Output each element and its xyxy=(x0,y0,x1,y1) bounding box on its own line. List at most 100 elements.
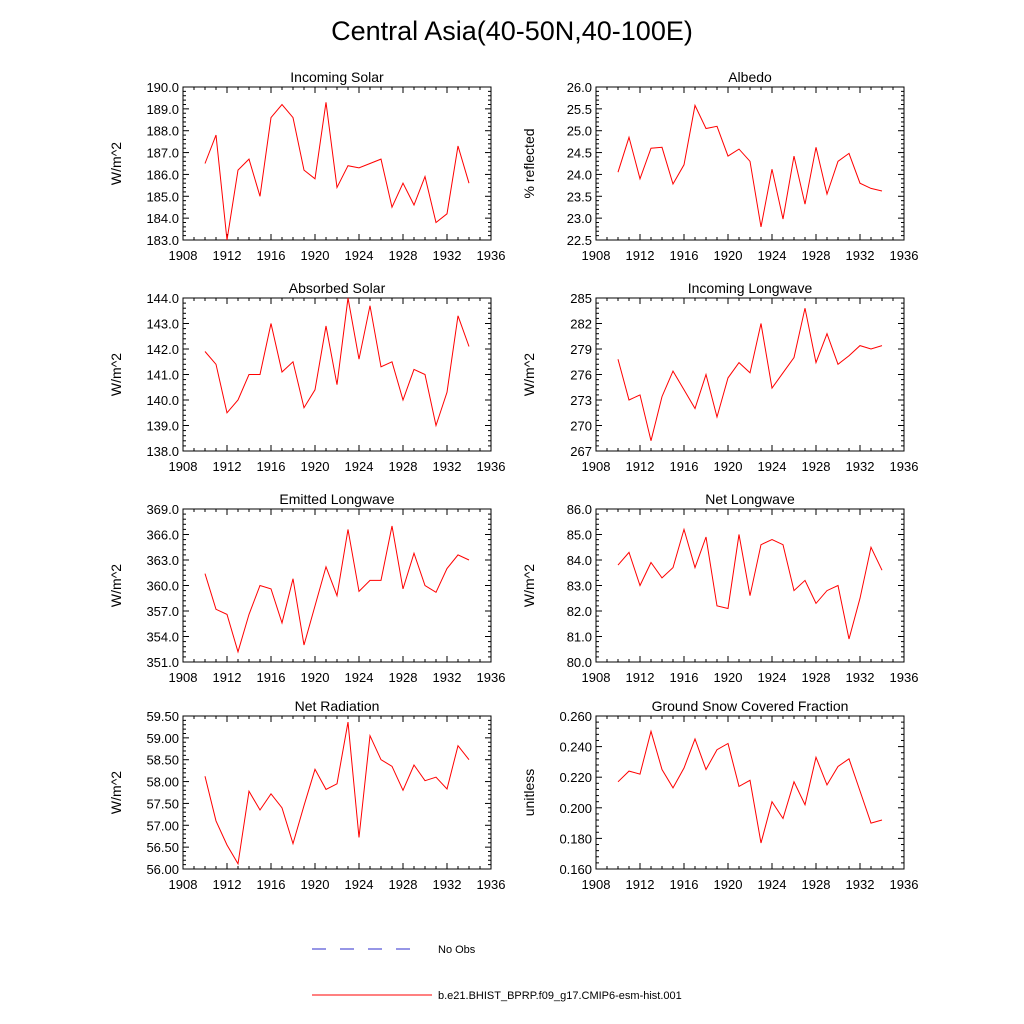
x-tick-label: 1932 xyxy=(846,670,875,685)
x-tick-label: 1916 xyxy=(670,459,699,474)
y-axis-label: W/m^2 xyxy=(108,771,124,814)
panel-ground-snow-covered-fraction: Ground Snow Covered Fraction unitless 1908… xyxy=(521,698,918,892)
x-tick-label: 1932 xyxy=(433,877,462,892)
y-tick-label: 185.0 xyxy=(146,189,179,204)
x-tick-label: 1924 xyxy=(758,877,787,892)
panel-title: Net Radiation xyxy=(295,698,380,714)
y-tick-label: 84.0 xyxy=(567,553,592,568)
panel-absorbed-solar: Absorbed Solar W/m^2 1908 1912 1916 1920 1924 1… xyxy=(108,280,505,474)
x-tick-label: 1908 xyxy=(169,877,198,892)
y-tick-label: 0.260 xyxy=(559,709,592,724)
y-tick-label: 141.0 xyxy=(146,368,179,383)
y-tick-label: 190.0 xyxy=(146,80,179,95)
panel-title: Incoming Longwave xyxy=(688,280,813,296)
series-line xyxy=(617,308,883,441)
y-axis-label: W/m^2 xyxy=(108,142,124,185)
x-tick-label: 1920 xyxy=(714,877,743,892)
x-tick-label: 1916 xyxy=(257,248,286,263)
panel-title: Ground Snow Covered Fraction xyxy=(652,698,849,714)
y-tick-label: 0.200 xyxy=(559,801,592,816)
x-tick-label: 1912 xyxy=(626,877,655,892)
x-tick-label: 1924 xyxy=(758,248,787,263)
x-tick-label: 1924 xyxy=(345,248,374,263)
y-tick-label: 138.0 xyxy=(146,444,179,459)
x-tick-label: 1932 xyxy=(846,459,875,474)
x-tick-label: 1916 xyxy=(670,877,699,892)
x-tick-label: 1924 xyxy=(345,877,374,892)
x-tick-label: 1920 xyxy=(301,459,330,474)
panel-net-longwave: Net Longwave W/m^2 1908 1912 1916 1920 1924 192… xyxy=(521,491,918,685)
y-tick-label: 80.0 xyxy=(567,655,592,670)
x-tick-label: 1908 xyxy=(169,248,198,263)
plot-frame xyxy=(595,508,905,663)
y-tick-label: 360.0 xyxy=(146,579,179,594)
x-tick-label: 1912 xyxy=(626,248,655,263)
x-tick-label: 1924 xyxy=(345,670,374,685)
x-tick-label: 1936 xyxy=(477,877,506,892)
panel-albedo: Albedo % reflected 1908 1912 1916 1920 1924 192… xyxy=(521,69,918,263)
x-tick-label: 1936 xyxy=(890,670,919,685)
x-tick-label: 1912 xyxy=(213,248,242,263)
series-line xyxy=(204,102,470,241)
x-tick-label: 1928 xyxy=(389,670,418,685)
y-tick-label: 270 xyxy=(570,419,592,434)
x-tick-label: 1928 xyxy=(389,877,418,892)
y-tick-label: 369.0 xyxy=(146,502,179,517)
y-tick-label: 86.0 xyxy=(567,502,592,517)
y-tick-label: 23.5 xyxy=(567,189,592,204)
y-tick-label: 188.0 xyxy=(146,124,179,139)
x-tick-label: 1928 xyxy=(802,248,831,263)
legend: No Obs b.e21.BHIST_BPRP.f09_g17.CMIP6-es… xyxy=(312,944,682,1002)
y-tick-label: 142.0 xyxy=(146,342,179,357)
panel-emitted-longwave: Emitted Longwave W/m^2 1908 1912 1916 1920 192… xyxy=(108,491,505,685)
y-tick-label: 357.0 xyxy=(146,604,179,619)
y-tick-label: 57.50 xyxy=(146,796,179,811)
y-tick-label: 56.00 xyxy=(146,862,179,877)
x-tick-label: 1932 xyxy=(433,459,462,474)
x-tick-label: 1908 xyxy=(582,459,611,474)
plot-frame xyxy=(595,715,905,870)
y-tick-label: 354.0 xyxy=(146,630,179,645)
x-tick-label: 1916 xyxy=(257,877,286,892)
x-tick-label: 1936 xyxy=(477,248,506,263)
panel-title: Absorbed Solar xyxy=(289,280,386,296)
x-tick-label: 1924 xyxy=(345,459,374,474)
x-tick-label: 1912 xyxy=(213,670,242,685)
y-tick-label: 57.00 xyxy=(146,818,179,833)
x-tick-label: 1932 xyxy=(433,248,462,263)
y-axis-label: W/m^2 xyxy=(521,564,537,607)
y-axis-label: % reflected xyxy=(521,128,537,198)
y-tick-label: 276 xyxy=(570,368,592,383)
x-tick-label: 1912 xyxy=(626,459,655,474)
y-tick-label: 279 xyxy=(570,342,592,357)
y-tick-label: 26.0 xyxy=(567,80,592,95)
legend-obs-label: No Obs xyxy=(438,944,476,956)
panel-incoming-longwave: Incoming Longwave W/m^2 1908 1912 1916 1920 19… xyxy=(521,280,918,474)
x-tick-label: 1908 xyxy=(582,248,611,263)
y-tick-label: 0.160 xyxy=(559,862,592,877)
x-tick-label: 1920 xyxy=(301,877,330,892)
y-tick-label: 23.0 xyxy=(567,211,592,226)
x-tick-label: 1924 xyxy=(758,459,787,474)
y-tick-label: 56.50 xyxy=(146,840,179,855)
x-tick-label: 1936 xyxy=(890,877,919,892)
x-tick-label: 1916 xyxy=(670,670,699,685)
plot-frame xyxy=(182,508,492,663)
y-tick-label: 24.0 xyxy=(567,167,592,182)
x-tick-label: 1936 xyxy=(890,248,919,263)
y-tick-label: 366.0 xyxy=(146,528,179,543)
panel-title: Emitted Longwave xyxy=(279,491,394,507)
y-tick-label: 0.240 xyxy=(559,740,592,755)
y-axis-label: unitless xyxy=(521,769,537,816)
x-tick-label: 1912 xyxy=(213,459,242,474)
x-tick-label: 1932 xyxy=(846,877,875,892)
x-tick-label: 1928 xyxy=(802,877,831,892)
y-tick-label: 144.0 xyxy=(146,291,179,306)
y-tick-label: 24.5 xyxy=(567,146,592,161)
x-tick-label: 1916 xyxy=(257,459,286,474)
y-tick-label: 363.0 xyxy=(146,553,179,568)
series-line xyxy=(204,525,470,654)
x-tick-label: 1908 xyxy=(169,670,198,685)
y-tick-label: 267 xyxy=(570,444,592,459)
y-tick-label: 186.0 xyxy=(146,167,179,182)
